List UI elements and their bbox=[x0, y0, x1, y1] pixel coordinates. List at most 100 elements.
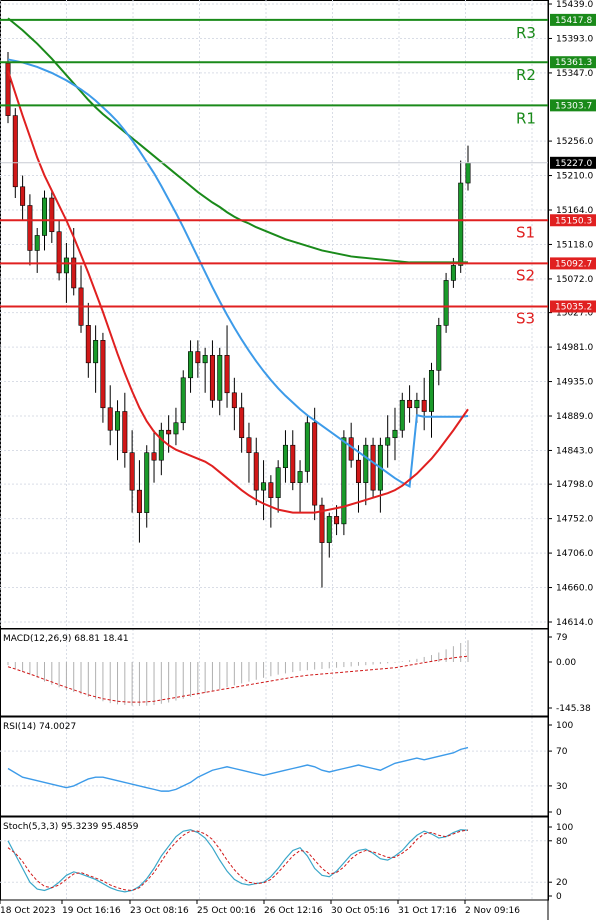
price-tick-label: 14981.0 bbox=[556, 343, 593, 353]
level-name-s3: S3 bbox=[516, 309, 535, 327]
candle-body bbox=[122, 411, 128, 454]
time-tick-label: 18 Oct 2023 bbox=[0, 906, 56, 916]
time-tick-label: 23 Oct 08:16 bbox=[130, 906, 189, 916]
candle-body bbox=[180, 377, 186, 424]
level-price-tag bbox=[550, 300, 596, 313]
price-tick-label: 14798.0 bbox=[556, 480, 593, 490]
candle-body bbox=[436, 325, 442, 371]
level-price-tag bbox=[550, 257, 596, 270]
time-tick-label: 26 Oct 12:16 bbox=[264, 906, 323, 916]
candle-body bbox=[304, 422, 310, 472]
price-tick-label: 14889.0 bbox=[556, 412, 593, 422]
rsi-tick-label: 70 bbox=[556, 747, 568, 757]
level-name-s1: S1 bbox=[516, 223, 535, 241]
macd-signal-line bbox=[7, 655, 469, 703]
price-tick-label: 14706.0 bbox=[556, 549, 593, 559]
price-tick-label: 14843.0 bbox=[556, 446, 593, 456]
time-tick-label: 25 Oct 00:16 bbox=[197, 906, 256, 916]
candle-body bbox=[166, 429, 172, 435]
level-price-label: 15303.7 bbox=[555, 101, 592, 111]
price-tick-label: 15118.0 bbox=[556, 240, 593, 250]
candle-body bbox=[224, 355, 230, 394]
candle-body bbox=[93, 340, 99, 364]
level-name-r1: R1 bbox=[516, 109, 536, 127]
candle-body bbox=[173, 422, 179, 435]
macd-tick-label: 79 bbox=[556, 633, 568, 643]
price-tick-label: 15256.0 bbox=[556, 137, 593, 147]
stoch-label: Stoch(5,3,3) 95.3239 95.4859 bbox=[3, 822, 139, 832]
candle-body bbox=[458, 182, 464, 266]
candle-body bbox=[20, 186, 26, 206]
candle-body bbox=[195, 351, 201, 364]
candle-body bbox=[151, 452, 157, 461]
current-price-label: 15227.0 bbox=[555, 159, 592, 169]
time-tick-label: 2 Nov 09:16 bbox=[465, 906, 520, 916]
candle-body bbox=[385, 437, 391, 446]
candle-body bbox=[231, 392, 237, 409]
stoch-d-line bbox=[7, 829, 469, 891]
candle-body bbox=[407, 399, 413, 409]
stoch-tick-label: 100 bbox=[556, 823, 573, 833]
level-price-label: 15092.7 bbox=[555, 259, 592, 269]
candle-body bbox=[239, 407, 245, 439]
moving-average-line bbox=[7, 17, 468, 264]
macd-label: MACD(12,26,9) 68.81 18.41 bbox=[3, 634, 129, 644]
time-tick-label: 31 Oct 17:16 bbox=[398, 906, 457, 916]
candle-body bbox=[282, 444, 288, 468]
level-name-r3: R3 bbox=[516, 24, 536, 42]
candle-body bbox=[312, 422, 318, 506]
candle-body bbox=[115, 411, 121, 431]
candle-body bbox=[129, 452, 135, 491]
macd-tick-label: -145.38 bbox=[556, 704, 591, 714]
level-price-tag bbox=[550, 99, 596, 112]
moving-average-line bbox=[7, 58, 469, 488]
price-tick-label: 15164.0 bbox=[556, 206, 593, 216]
candle-body bbox=[428, 370, 434, 412]
candle-body bbox=[107, 407, 113, 431]
level-name-s2: S2 bbox=[516, 266, 535, 284]
stoch-panel-frame bbox=[0, 816, 549, 901]
level-price-label: 15035.2 bbox=[555, 302, 592, 312]
stoch-k-line bbox=[7, 829, 469, 893]
candle-body bbox=[443, 280, 449, 326]
candle-body bbox=[290, 444, 296, 483]
candle-body bbox=[144, 452, 150, 513]
macd-tick-label: 0.00 bbox=[556, 658, 576, 668]
candle-body bbox=[56, 231, 62, 274]
rsi-tick-label: 100 bbox=[556, 721, 573, 731]
rsi-panel-frame bbox=[0, 716, 549, 817]
candle-body bbox=[319, 504, 325, 543]
price-tick-label: 15347.0 bbox=[556, 69, 593, 79]
candle-body bbox=[370, 444, 376, 491]
level-price-label: 15361.3 bbox=[555, 58, 592, 68]
candle-body bbox=[341, 437, 347, 525]
candle-body bbox=[188, 351, 194, 379]
stoch-tick-label: 80 bbox=[556, 837, 568, 847]
rsi-label: RSI(14) 74.0027 bbox=[3, 722, 76, 732]
price-tick-label: 14935.0 bbox=[556, 378, 593, 388]
candle-body bbox=[355, 459, 361, 483]
candle-body bbox=[363, 444, 369, 483]
candle-body bbox=[450, 265, 456, 281]
candle-body bbox=[246, 437, 252, 454]
price-tick-label: 15027.0 bbox=[556, 309, 593, 319]
candle-body bbox=[297, 471, 303, 483]
candle-body bbox=[399, 399, 405, 431]
candle-body bbox=[392, 429, 398, 439]
candle-body bbox=[334, 516, 340, 525]
price-tick-label: 15072.0 bbox=[556, 275, 593, 285]
candle-body bbox=[275, 467, 281, 498]
candle-body bbox=[158, 429, 164, 461]
stoch-tick-label: 20 bbox=[556, 878, 568, 888]
candle-body bbox=[326, 516, 332, 543]
price-tick-label: 14752.0 bbox=[556, 515, 593, 525]
candle-body bbox=[465, 162, 471, 184]
candle-body bbox=[136, 489, 142, 513]
candle-body bbox=[209, 355, 215, 401]
price-tick-label: 14660.0 bbox=[556, 584, 593, 594]
candle-body bbox=[12, 115, 18, 188]
candle-body bbox=[85, 325, 91, 364]
macd-panel-frame bbox=[0, 628, 549, 717]
